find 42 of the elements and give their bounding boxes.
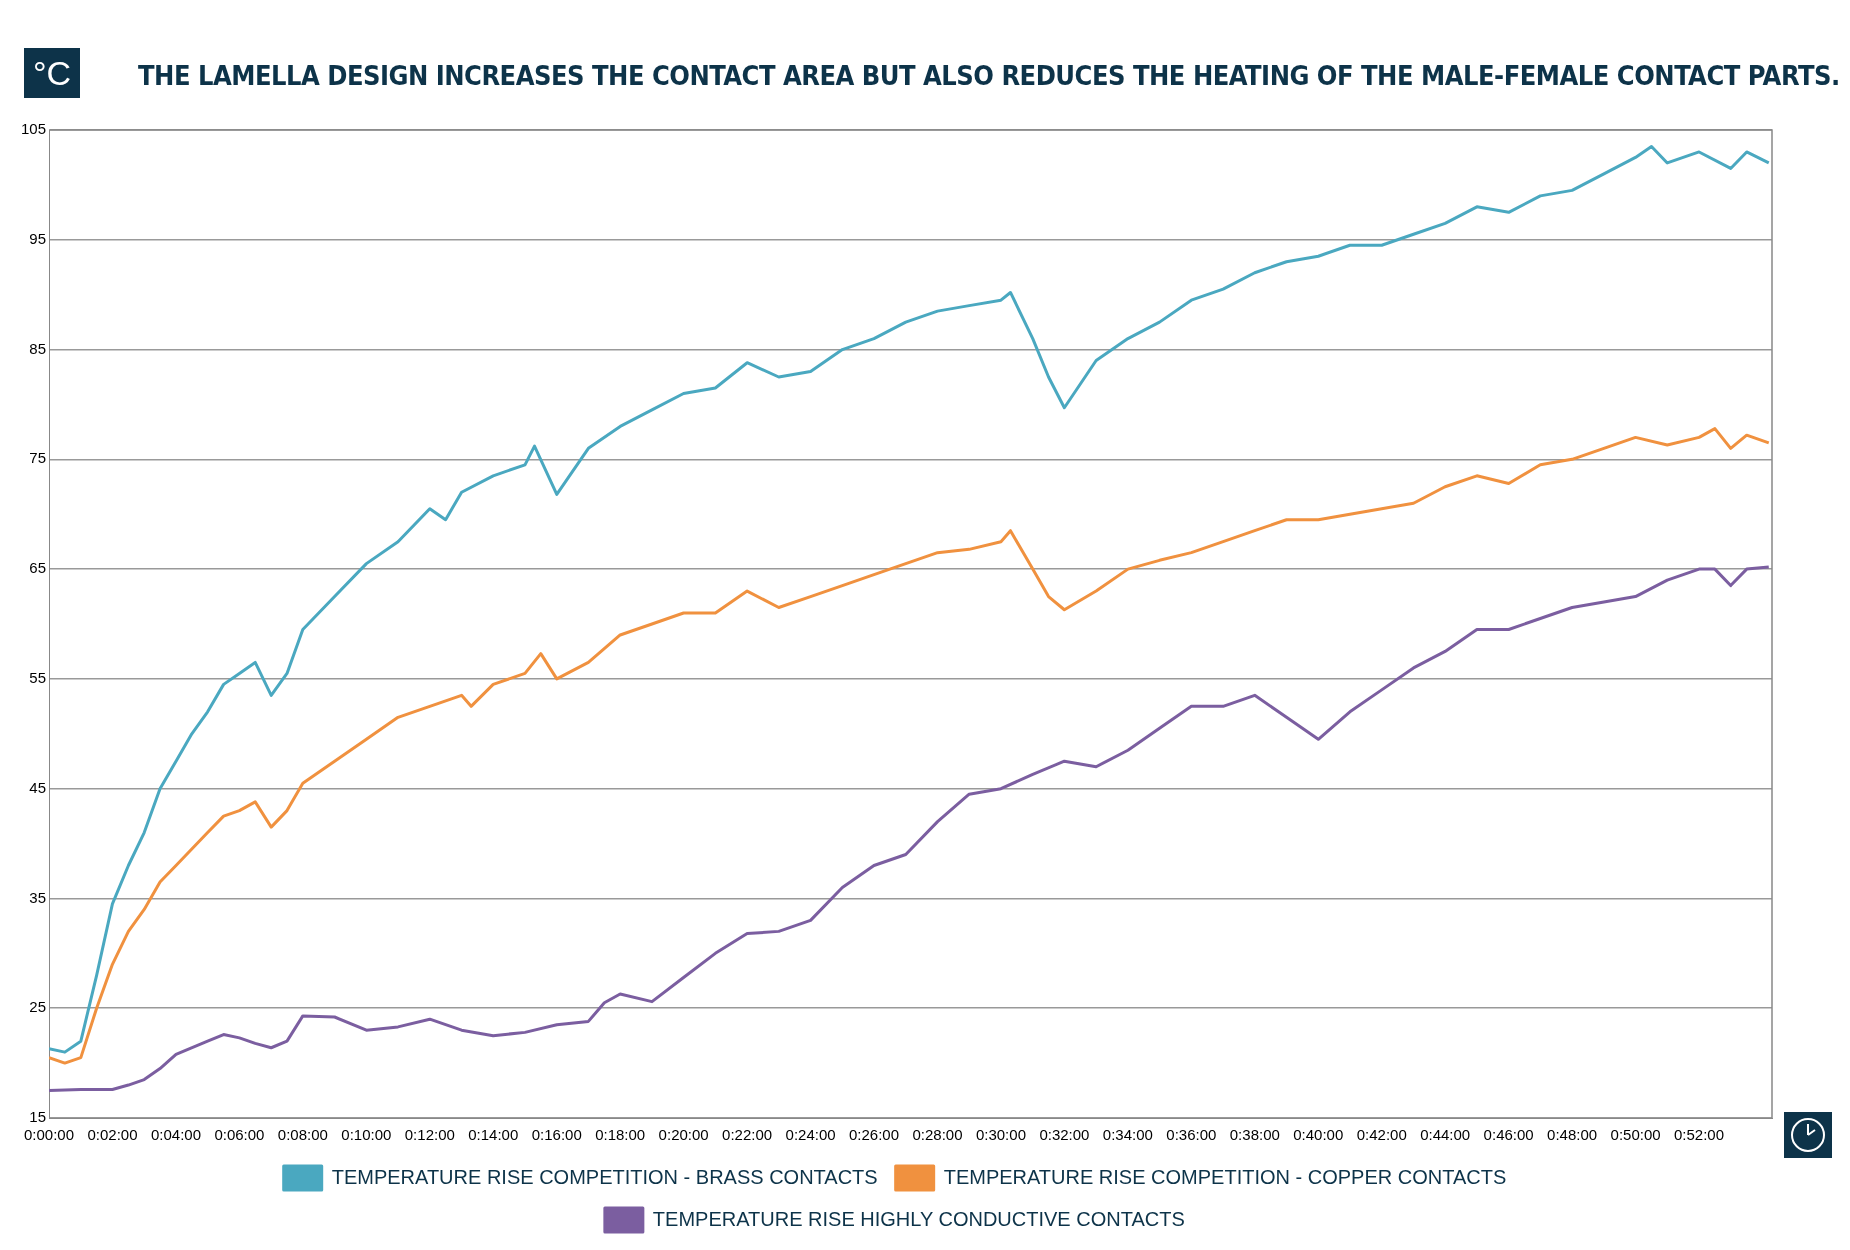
- y-tick-label: 35: [29, 888, 47, 906]
- x-tick-label: 0:20:00: [658, 1126, 709, 1144]
- x-tick-label: 0:10:00: [341, 1126, 392, 1144]
- chart-title: THE LAMELLA DESIGN INCREASES THE CONTACT AREA BUT ALSO REDUCES THE HEATING OF THE MALE-FEMALE CONTACT PARTS.: [138, 60, 1840, 91]
- x-tick-label: 0:02:00: [87, 1126, 138, 1144]
- x-tick-label: 0:22:00: [722, 1126, 773, 1144]
- y-tick-label: 65: [29, 559, 47, 577]
- y-tick-label: 75: [29, 449, 47, 467]
- x-tick-label: 0:38:00: [1229, 1126, 1280, 1144]
- legend-label: TEMPERATURE RISE HIGHLY CONDUCTIVE CONTACTS: [652, 1207, 1185, 1230]
- legend-label: TEMPERATURE RISE COMPETITION - COPPER CONTACTS: [943, 1165, 1507, 1188]
- x-tick-label: 0:04:00: [150, 1126, 201, 1144]
- y-tick-label: 55: [29, 669, 47, 687]
- x-tick-label: 0:08:00: [277, 1126, 328, 1144]
- y-tick-label: 105: [21, 120, 47, 138]
- x-tick-label: 0:28:00: [912, 1126, 963, 1144]
- x-tick-label: 0:12:00: [404, 1126, 455, 1144]
- x-tick-label: 0:06:00: [214, 1126, 265, 1144]
- y-tick-label: 45: [29, 778, 47, 796]
- x-tick-label: 0:40:00: [1293, 1126, 1344, 1144]
- y-tick-label: 25: [29, 998, 47, 1016]
- x-tick-label: 0:48:00: [1547, 1126, 1598, 1144]
- x-tick-label: 0:14:00: [468, 1126, 519, 1144]
- y-tick-label: 95: [29, 229, 47, 247]
- x-tick-label: 0:24:00: [785, 1126, 836, 1144]
- x-tick-label: 0:30:00: [975, 1126, 1026, 1144]
- x-tick-label: 0:32:00: [1039, 1126, 1090, 1144]
- x-tick-label: 0:36:00: [1166, 1126, 1217, 1144]
- legend-label: TEMPERATURE RISE COMPETITION - BRASS CONTACTS: [331, 1165, 878, 1188]
- x-tick-label: 0:26:00: [849, 1126, 900, 1144]
- x-tick-label: 0:18:00: [595, 1126, 646, 1144]
- x-tick-label: 0:46:00: [1483, 1126, 1534, 1144]
- x-tick-label: 0:50:00: [1610, 1126, 1661, 1144]
- x-tick-label: 0:42:00: [1356, 1126, 1407, 1144]
- x-tick-label: 0:52:00: [1674, 1126, 1725, 1144]
- y-tick-label: 15: [29, 1108, 47, 1126]
- x-tick-label: 0:16:00: [531, 1126, 582, 1144]
- x-tick-label: 0:44:00: [1420, 1126, 1471, 1144]
- x-tick-label: 0:34:00: [1102, 1126, 1153, 1144]
- y-axis-title: °C: [24, 48, 80, 98]
- y-tick-label: 85: [29, 339, 47, 357]
- x-tick-label: 0:00:00: [24, 1126, 75, 1144]
